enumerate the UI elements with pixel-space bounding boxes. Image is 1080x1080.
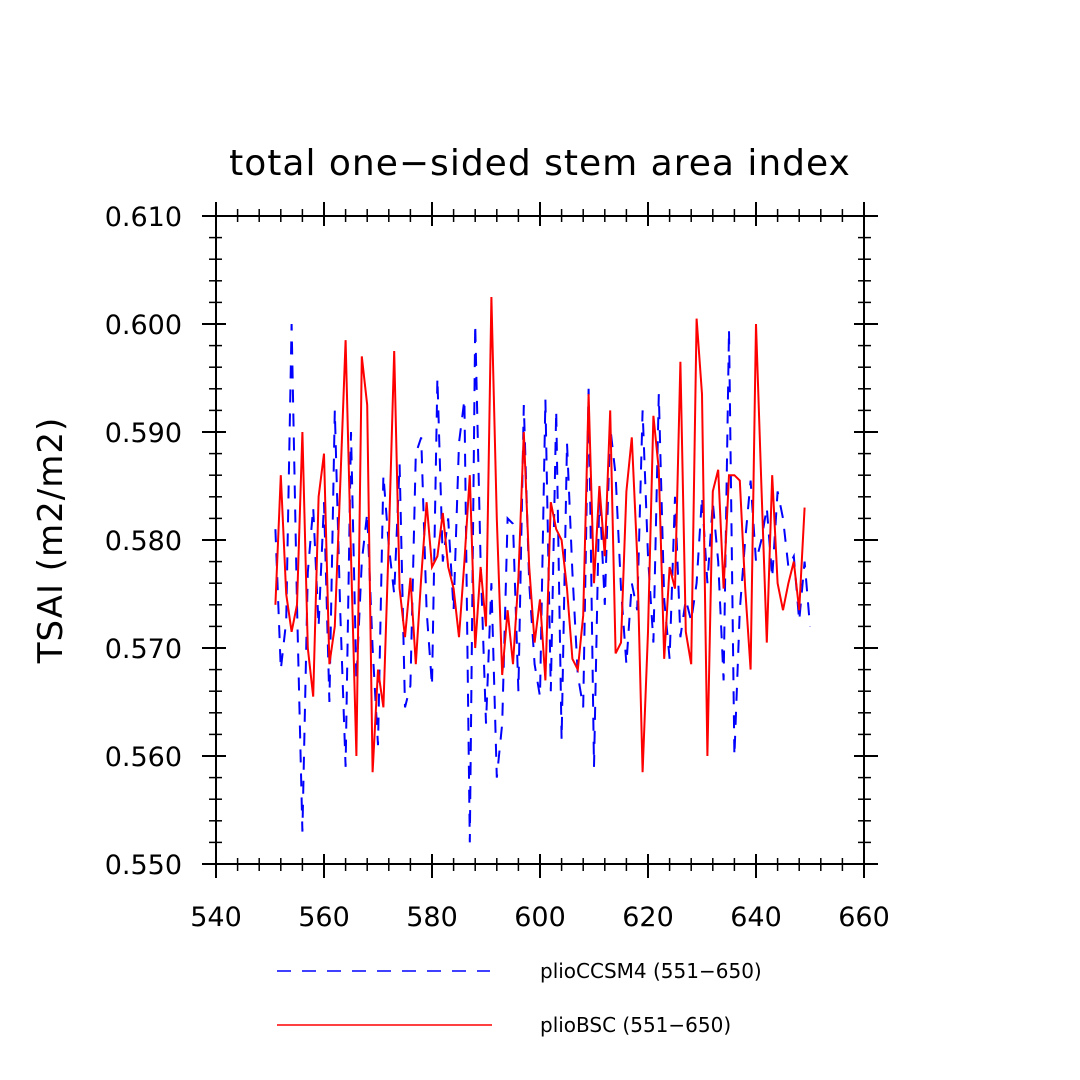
- plot-frame: [215, 215, 865, 865]
- legend-label-bsc: plioBSC (551−650): [540, 1013, 731, 1037]
- series-bsc: [274, 296, 806, 773]
- x-tick-labels: 540 560 580 600 620 640 660: [190, 902, 890, 933]
- chart-title: total one−sided stem area index: [229, 143, 851, 184]
- x-tick-label: 640: [730, 902, 782, 933]
- x-tick-label: 660: [838, 902, 890, 933]
- legend-item-pliobsc: plioBSC (551−650): [277, 1013, 731, 1037]
- legend: plioCCSM4 (551−650) plioBSC (551−650): [277, 959, 762, 1037]
- minor-ticks: [209, 209, 871, 871]
- y-tick-label: 0.600: [105, 310, 182, 341]
- series-line: [274, 323, 811, 843]
- series-line: [274, 296, 806, 773]
- plot-area: 540 560 580 600 620 640 660 0.5500.5600.5700.5…: [105, 202, 890, 933]
- x-tick-label: 580: [406, 902, 458, 933]
- y-tick-label: 0.610: [105, 202, 182, 233]
- x-tick-label: 600: [514, 902, 566, 933]
- x-tick-label: 560: [298, 902, 350, 933]
- y-tick-labels: 0.550 0.560 0.570 0.580 0.590 0.600 0.610: [105, 202, 182, 881]
- y-tick-label: 0.550: [105, 850, 182, 881]
- x-tick-label: 620: [622, 902, 674, 933]
- y-tick-label: 0.580: [105, 526, 182, 557]
- x-tick-label: 540: [190, 902, 242, 933]
- y-axis-label: TSAI (m2/m2): [31, 417, 71, 665]
- y-tick-label: 0.560: [105, 742, 182, 773]
- legend-label-ccsm4: plioCCSM4 (551−650): [540, 959, 762, 983]
- series-ccsm4: [274, 323, 811, 843]
- y-tick-label: 0.570: [105, 634, 182, 665]
- major-ticks: [202, 202, 878, 878]
- y-tick-label: 0.590: [105, 418, 182, 449]
- series-layer: [274, 296, 811, 843]
- legend-item-pliocCSM4: plioCCSM4 (551−650): [277, 959, 762, 983]
